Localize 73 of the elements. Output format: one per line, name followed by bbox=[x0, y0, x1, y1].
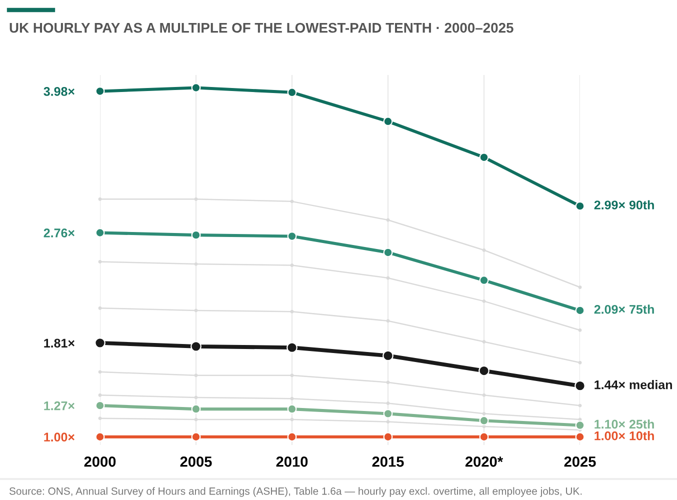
point bbox=[290, 374, 294, 378]
point bbox=[386, 402, 390, 405]
point bbox=[98, 197, 102, 201]
source-note: Source: ONS, Annual Survey of Hours and Earnings (ASHE), Table 1.6a — hourly pay excl. overtime, all employee jobs, UK. bbox=[9, 487, 582, 497]
text: 2.09× 75th bbox=[594, 304, 654, 314]
x-tick-label: 2015 bbox=[372, 456, 404, 467]
text: 1.44× median bbox=[594, 380, 672, 390]
point bbox=[383, 432, 393, 442]
point bbox=[287, 88, 297, 98]
y-tick-label: 1.27× bbox=[44, 401, 74, 410]
point bbox=[575, 201, 585, 211]
point bbox=[479, 276, 489, 286]
point bbox=[287, 232, 297, 241]
point bbox=[482, 299, 486, 303]
point bbox=[194, 197, 198, 201]
point bbox=[191, 432, 201, 442]
point bbox=[98, 306, 102, 310]
point bbox=[482, 340, 486, 344]
point bbox=[290, 310, 294, 314]
point bbox=[191, 404, 201, 414]
y-tick-label: 1.00× bbox=[44, 432, 74, 442]
x-tick-label: 2010 bbox=[276, 456, 308, 467]
point bbox=[286, 342, 298, 353]
point bbox=[287, 404, 297, 414]
point bbox=[191, 83, 201, 92]
point bbox=[482, 393, 486, 397]
point bbox=[386, 420, 390, 424]
chart-title: UK HOURLY PAY AS A MULTIPLE OF THE LOWEST-PAID TENTH · 2000–2025 bbox=[10, 22, 514, 33]
point bbox=[482, 412, 486, 416]
y-tick-label: 3.98× bbox=[44, 87, 74, 96]
point bbox=[290, 263, 294, 267]
text: 1.10× 25th bbox=[594, 419, 654, 429]
point bbox=[578, 360, 582, 364]
point bbox=[194, 374, 198, 378]
point bbox=[383, 408, 393, 418]
point bbox=[191, 230, 201, 240]
text: 1.00× 10th bbox=[594, 431, 654, 440]
x-tick-label: 2005 bbox=[180, 456, 212, 467]
point bbox=[479, 416, 489, 426]
point bbox=[575, 420, 585, 430]
point bbox=[94, 338, 106, 348]
point bbox=[575, 432, 585, 442]
point bbox=[386, 380, 390, 384]
point bbox=[290, 396, 294, 400]
point bbox=[386, 319, 390, 323]
y-tick-label: 2.76× bbox=[44, 228, 74, 238]
point bbox=[95, 86, 105, 96]
point bbox=[478, 365, 490, 376]
point bbox=[479, 152, 489, 162]
point bbox=[578, 286, 582, 289]
x-tick-label: 2020* bbox=[465, 456, 504, 467]
x-tick-label: 2025 bbox=[564, 456, 596, 467]
point bbox=[190, 340, 202, 352]
point bbox=[482, 248, 486, 252]
point bbox=[287, 432, 297, 442]
point bbox=[98, 370, 102, 374]
point bbox=[98, 393, 102, 397]
point bbox=[575, 306, 585, 316]
point bbox=[383, 248, 393, 258]
point bbox=[98, 416, 102, 420]
y-tick-label: 1.81× bbox=[44, 338, 74, 348]
point bbox=[98, 260, 102, 264]
point bbox=[574, 380, 586, 392]
text: 2.99× 90th bbox=[594, 200, 654, 210]
x-tick-label: 2000 bbox=[84, 456, 116, 467]
point bbox=[383, 116, 393, 126]
point bbox=[95, 228, 105, 238]
point bbox=[95, 400, 105, 410]
point bbox=[382, 350, 394, 362]
point bbox=[578, 328, 582, 332]
point bbox=[95, 432, 105, 442]
point bbox=[479, 432, 489, 442]
point bbox=[290, 200, 294, 204]
